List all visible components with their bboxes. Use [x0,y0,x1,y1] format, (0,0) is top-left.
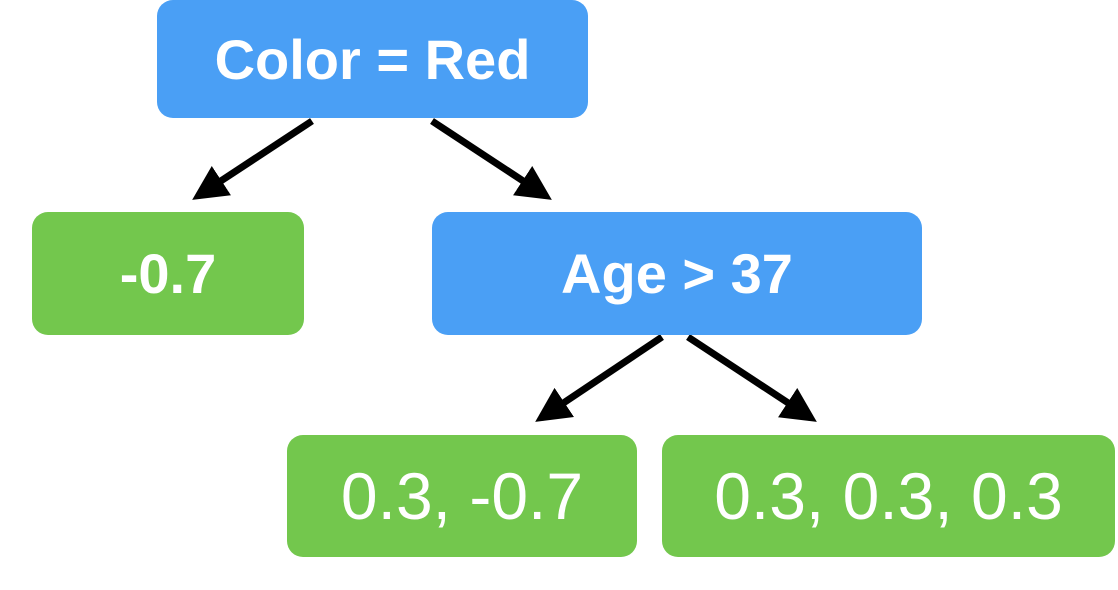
age-decision-node: Age > 37 [432,212,922,335]
age-decision-label: Age > 37 [561,242,793,305]
edge-root-to-left-leaf [192,118,314,200]
left-leaf-node: -0.7 [32,212,304,335]
root-decision-label: Color = Red [214,27,531,91]
left-leaf-label: -0.7 [119,242,217,305]
edge-age-to-leaf-a [535,334,664,422]
root-decision-node: Color = Red [157,0,588,118]
leaf-b-node: 0.3, 0.3, 0.3 [662,435,1115,557]
edge-age-to-leaf-b [686,334,817,422]
leaf-a-node: 0.3, -0.7 [287,435,637,557]
leaf-a-label: 0.3, -0.7 [340,459,584,533]
edge-root-to-age-node [430,118,552,200]
leaf-b-label: 0.3, 0.3, 0.3 [714,459,1063,533]
